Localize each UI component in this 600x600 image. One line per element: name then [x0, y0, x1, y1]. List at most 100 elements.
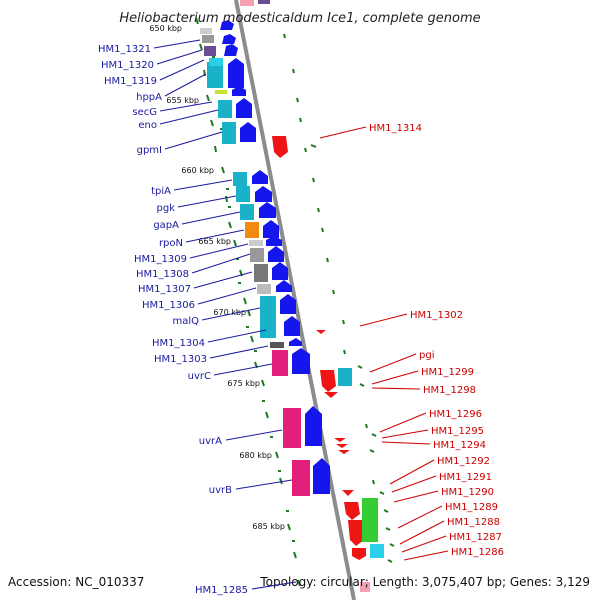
gene-box-cyan	[233, 172, 247, 186]
gene-box-magenta	[283, 408, 301, 448]
gene-arrow-red	[334, 438, 346, 442]
gene-arrow	[313, 458, 330, 494]
right-label: HM1_1299	[421, 367, 474, 378]
gene-arrow	[289, 338, 302, 346]
gene-box-cyan	[207, 62, 223, 88]
gene-arrow	[236, 98, 252, 118]
left-label: uvrA	[199, 436, 222, 447]
gene-box	[250, 248, 264, 262]
left-strand-genes	[200, 0, 330, 496]
gene-box-pink	[360, 582, 370, 592]
right-label: HM1_1287	[449, 532, 502, 543]
gene-arrow-red	[344, 502, 360, 520]
kbp-label: 665 kbp	[198, 237, 231, 246]
right-label: HM1_1288	[447, 517, 500, 528]
gene-arrow	[266, 236, 282, 246]
gene-arrow	[232, 86, 246, 96]
gene-arrow-red	[352, 548, 366, 560]
right-label: HM1_1295	[431, 426, 484, 437]
kbp-tick-labels: 650 kbp 655 kbp 660 kbp 665 kbp 670 kbp …	[149, 24, 285, 531]
left-label: uvrB	[209, 485, 232, 496]
kbp-label: 675 kbp	[227, 379, 260, 388]
gene-arrow-red	[324, 392, 338, 398]
right-label: pgi	[419, 350, 434, 361]
gene-arrow	[272, 262, 288, 280]
accession-text: Accession: NC_010337	[8, 575, 144, 589]
gene-box-magenta	[292, 460, 310, 496]
gene-arrow-red	[316, 330, 326, 334]
gene-box-orange	[245, 222, 259, 238]
left-gene-labels: HM1_1321 HM1_1320 HM1_1319 hppA secG eno…	[98, 39, 297, 596]
right-label: HM1_1286	[451, 547, 504, 558]
gene-arrow	[220, 20, 234, 30]
right-label: HM1_1294	[433, 440, 486, 451]
left-label: malQ	[172, 316, 199, 327]
left-label: HM1_1319	[104, 76, 157, 87]
left-label: HM1_1303	[154, 354, 207, 365]
right-label: HM1_1289	[445, 502, 498, 513]
gene-arrow	[228, 58, 244, 88]
gene-box	[258, 0, 270, 4]
gene-box	[202, 35, 214, 43]
gene-arrow	[222, 34, 236, 44]
gene-arrow-red	[348, 520, 364, 546]
gene-arrow	[292, 348, 310, 374]
gene-box-pink	[240, 0, 254, 6]
right-label: HM1_1314	[369, 123, 422, 134]
left-label: HM1_1309	[134, 254, 187, 265]
right-label: HM1_1290	[441, 487, 494, 498]
left-label: HM1_1304	[152, 338, 205, 349]
left-label: HM1_1308	[136, 269, 189, 280]
gene-box-cyan	[338, 368, 352, 386]
right-label: HM1_1298	[423, 385, 476, 396]
gene-arrow	[263, 220, 279, 238]
left-label: HM1_1306	[142, 300, 195, 311]
gene-arrow-red	[272, 136, 288, 158]
right-tick-track	[283, 33, 395, 563]
gene-box	[249, 240, 263, 246]
gene-arrow-red	[336, 444, 348, 448]
left-label: HM1_1285	[195, 585, 248, 596]
gene-arrow	[259, 202, 276, 218]
right-label: HM1_1302	[410, 310, 463, 321]
gene-box-cyan	[218, 100, 232, 118]
gene-box	[215, 90, 227, 94]
gene-box-cyan	[260, 296, 276, 338]
right-gene-labels: HM1_1314 HM1_1302 pgi HM1_1299 HM1_1298 …	[319, 123, 504, 561]
kbp-label: 655 kbp	[166, 96, 199, 105]
right-strand-genes	[240, 0, 384, 592]
gene-box-cyan	[370, 544, 384, 558]
gene-arrow	[252, 170, 268, 184]
gene-box	[204, 46, 216, 56]
right-label: HM1_1296	[429, 409, 482, 420]
left-label: HM1_1321	[98, 44, 151, 55]
gene-box-cyan	[209, 58, 223, 66]
kbp-label: 680 kbp	[239, 451, 272, 460]
gene-arrow-red	[320, 370, 336, 392]
gene-arrow-red	[342, 490, 354, 496]
gene-arrow-red	[338, 450, 350, 454]
kbp-label: 685 kbp	[252, 522, 285, 531]
gene-box-cyan	[236, 186, 250, 202]
gene-arrow	[240, 122, 256, 142]
kbp-label: 670 kbp	[213, 308, 246, 317]
left-tick-track	[195, 17, 301, 587]
left-label: secG	[132, 107, 157, 118]
left-label: pgk	[157, 203, 176, 214]
topology-text: Topology: circular; Length: 3,075,407 bp…	[259, 575, 590, 589]
left-label: HM1_1307	[138, 284, 191, 295]
gene-arrow	[255, 186, 272, 202]
gene-arrow	[276, 280, 292, 292]
left-label: gapA	[153, 220, 179, 231]
left-label: rpoN	[159, 238, 183, 249]
left-label: uvrC	[188, 371, 211, 382]
gene-arrow	[268, 246, 284, 262]
left-label: hppA	[136, 92, 162, 103]
kbp-label: 650 kbp	[149, 24, 182, 33]
gene-box-cyan	[240, 204, 254, 220]
gene-box	[254, 264, 268, 282]
right-label: HM1_1291	[439, 472, 492, 483]
gene-box	[257, 284, 271, 294]
left-label: tpiA	[151, 186, 171, 197]
